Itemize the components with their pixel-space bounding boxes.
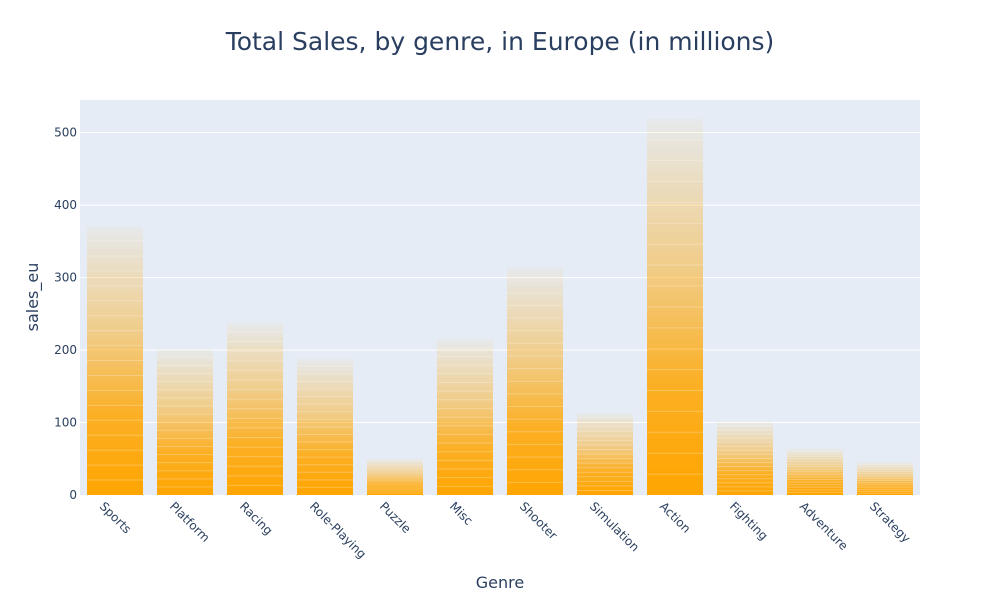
- y-tick-label: 200: [54, 343, 77, 357]
- bar-misc[interactable]: [437, 339, 493, 495]
- x-tick-label: Platform: [167, 499, 213, 545]
- bar-racing[interactable]: [227, 322, 283, 495]
- y-axis-title: sales_eu: [23, 263, 43, 332]
- y-tick-label: 500: [54, 126, 77, 140]
- x-tick-label: Strategy: [867, 499, 913, 545]
- bar-strategy[interactable]: [857, 462, 913, 495]
- plot-background: [80, 100, 920, 495]
- chart-title: Total Sales, by genre, in Europe (in mil…: [225, 27, 775, 56]
- x-tick-label: Role-Playing: [307, 499, 369, 561]
- grid-lines: [80, 132, 920, 424]
- y-tick-label: 0: [69, 488, 77, 502]
- y-tick-label: 100: [54, 416, 77, 430]
- bar-adventure[interactable]: [787, 448, 843, 495]
- y-axis-ticks: 0 100 200 300 400 500: [54, 126, 77, 502]
- x-axis-ticks: Sports Platform Racing Role-Playing Puzzle Mi…: [97, 499, 913, 561]
- bar-shooter[interactable]: [507, 267, 563, 495]
- y-tick-label: 300: [54, 271, 77, 285]
- x-tick-label: Racing: [237, 499, 276, 538]
- bar-simulation[interactable]: [577, 413, 633, 495]
- x-tick-label: Adventure: [797, 499, 851, 553]
- bar-fighting[interactable]: [717, 421, 773, 495]
- x-tick-label: Fighting: [727, 499, 771, 543]
- y-tick-label: 400: [54, 198, 77, 212]
- x-tick-label: Simulation: [587, 499, 642, 554]
- x-tick-label: Sports: [97, 499, 134, 536]
- bar-platform[interactable]: [157, 349, 213, 495]
- x-tick-label: Puzzle: [377, 499, 414, 536]
- x-tick-label: Shooter: [517, 499, 560, 542]
- bar-puzzle[interactable]: [367, 458, 423, 495]
- bar-action[interactable]: [647, 118, 703, 495]
- x-tick-label: Misc: [447, 499, 476, 528]
- x-axis-title: Genre: [476, 573, 524, 592]
- bar-sports[interactable]: [87, 226, 143, 495]
- bars[interactable]: [87, 118, 913, 495]
- x-tick-label: Action: [657, 499, 693, 535]
- bar-role-playing[interactable]: [297, 358, 353, 495]
